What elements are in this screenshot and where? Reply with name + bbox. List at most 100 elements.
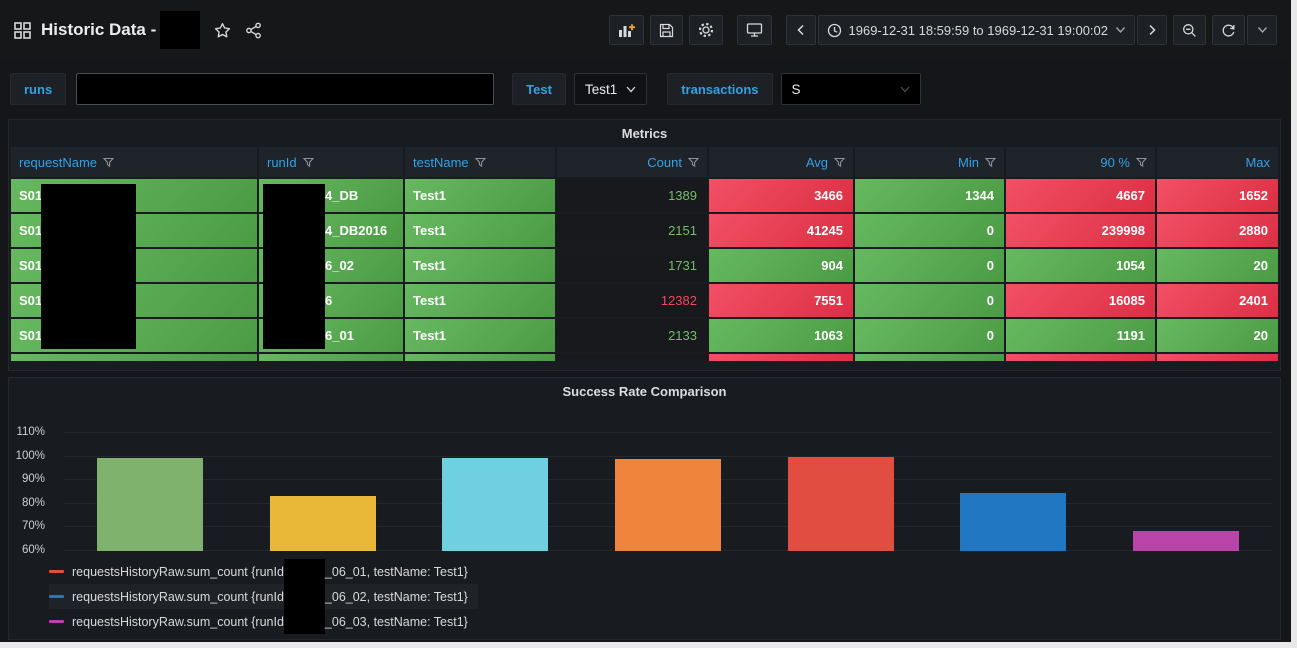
bar-series-6	[960, 493, 1066, 551]
variable-label-runs: runs	[10, 73, 67, 105]
cell-testname: Test1	[405, 214, 555, 247]
filter-icon[interactable]	[985, 157, 996, 168]
cell-max: 20	[1157, 319, 1278, 352]
refresh-interval-dropdown[interactable]	[1247, 15, 1277, 45]
save-dashboard-button[interactable]	[649, 15, 683, 45]
zoom-out-button[interactable]	[1173, 15, 1206, 45]
cell-max: 1652	[1157, 179, 1278, 212]
test-value: Test1	[584, 81, 618, 97]
cell-testname: Test1	[405, 179, 555, 212]
column-header-count[interactable]: Count	[557, 147, 707, 177]
bar-series-4	[615, 459, 721, 551]
time-range-forward-button[interactable]	[1137, 15, 1167, 45]
column-label: runId	[267, 154, 297, 170]
dashboard-grid-icon[interactable]	[14, 21, 31, 39]
column-header-runid[interactable]: runId	[259, 147, 403, 177]
cell-min: 1344	[855, 179, 1004, 212]
add-panel-button[interactable]	[608, 15, 644, 45]
legend-item[interactable]: requestsHistoryRaw.sum_count {runId _06_0…	[49, 584, 478, 609]
cell-runid	[259, 354, 403, 361]
transactions-value-select[interactable]: S	[780, 73, 921, 105]
runs-value-input[interactable]	[76, 73, 495, 105]
bar-series-2	[270, 496, 376, 551]
star-icon[interactable]	[214, 22, 231, 39]
column-label: testName	[413, 154, 469, 170]
nav-toolbar: 1969-12-31 18:59:59 to 1969-12-31 19:00:…	[608, 15, 1277, 45]
table-row: S01 6_02 Test1 1731 904 0 1054 20	[11, 249, 1278, 282]
redaction-box	[283, 559, 325, 584]
cell-testname: Test1	[405, 319, 555, 352]
refresh-button[interactable]	[1212, 15, 1245, 45]
redaction-box	[160, 11, 201, 49]
cell-avg: 41245	[709, 214, 853, 247]
column-label: Count	[647, 154, 682, 170]
bar-series-7	[1133, 531, 1239, 551]
table-row: S01 6 Test1 12382 7551 0 16085 2401	[11, 284, 1278, 317]
chevron-down-icon	[1115, 26, 1126, 34]
cell-p90: 16085	[1006, 284, 1155, 317]
panel-title[interactable]: Success Rate Comparison	[562, 384, 727, 399]
cell-max: 20	[1157, 249, 1278, 282]
transactions-value: S	[791, 81, 801, 97]
cell-max	[1157, 354, 1278, 361]
redaction-box	[283, 609, 325, 634]
column-header-requestname[interactable]: requestName	[11, 147, 257, 177]
dashboard-settings-button[interactable]	[688, 15, 723, 45]
legend-series-dash-icon	[49, 595, 64, 598]
cell-requestname	[11, 354, 257, 361]
metrics-table-body: S01 4_DB Test1 1389 3466 1344 4667 1652 S01 4_DB2…	[9, 179, 1280, 361]
filter-icon[interactable]	[302, 157, 314, 168]
legend-label: requestsHistoryRaw.sum_count {runId	[72, 614, 284, 629]
cell-min: 0	[855, 319, 1004, 352]
cell-p90	[1006, 354, 1155, 361]
legend-label: _06_02, testName: Test1}	[324, 589, 468, 604]
legend-label: _06_01, testName: Test1}	[324, 564, 468, 579]
legend-item[interactable]: requestsHistoryRaw.sum_count {runId _06_0…	[49, 559, 478, 584]
cell-min: 0	[855, 214, 1004, 247]
cell-p90: 1191	[1006, 319, 1155, 352]
column-header-min[interactable]: Min	[855, 147, 1004, 177]
legend-label: _06_03, testName: Test1}	[324, 614, 468, 629]
column-header-avg[interactable]: Avg	[709, 147, 853, 177]
clock-icon	[827, 23, 842, 38]
column-label: Avg	[805, 154, 828, 170]
filter-icon[interactable]	[688, 157, 699, 168]
y-axis-tick-label: 110%	[16, 426, 45, 438]
filter-icon[interactable]	[1136, 157, 1147, 168]
legend-item[interactable]: requestsHistoryRaw.sum_count {runId _06_0…	[49, 609, 478, 634]
table-row: S01 4_DB Test1 1389 3466 1344 4667 1652	[11, 179, 1278, 212]
filter-icon[interactable]	[103, 157, 115, 168]
bar-chart-plot	[64, 432, 1272, 551]
redaction-box	[41, 184, 136, 349]
cell-min: 0	[855, 284, 1004, 317]
cell-avg: 7551	[709, 284, 853, 317]
tv-mode-button[interactable]	[736, 15, 772, 45]
y-axis-tick-label: 60%	[21, 544, 45, 556]
column-label: Max	[1245, 154, 1270, 170]
cell-count: 12382	[557, 284, 707, 317]
time-range-picker[interactable]: 1969-12-31 18:59:59 to 1969-12-31 19:00:…	[817, 15, 1135, 45]
chevron-down-icon	[626, 86, 636, 92]
column-header-testname[interactable]: testName	[405, 147, 555, 177]
share-icon[interactable]	[245, 22, 262, 39]
column-header-max[interactable]: Max	[1157, 147, 1278, 177]
bar-series-3	[442, 458, 548, 551]
cell-testname	[405, 354, 555, 361]
y-axis-tick-label: 80%	[21, 496, 45, 509]
nav-left: Historic Data -	[14, 11, 262, 49]
cell-testname: Test1	[405, 284, 555, 317]
column-header-90-[interactable]: 90 %	[1006, 147, 1155, 177]
filter-icon[interactable]	[834, 157, 845, 168]
dashboard-title: Historic Data -	[41, 20, 157, 39]
table-header-row: requestName runId testName Count Avg Min 90 % M…	[11, 147, 1278, 177]
time-range-back-button[interactable]	[785, 15, 816, 45]
filter-icon[interactable]	[474, 157, 486, 168]
test-value-select[interactable]: Test1	[573, 73, 648, 105]
cell-avg: 3466	[709, 179, 853, 212]
cell-count: 2133	[557, 319, 707, 352]
chart-legend: requestsHistoryRaw.sum_count {runId _06_0…	[49, 559, 478, 634]
variable-label-test: Test	[512, 73, 566, 105]
table-row: S01 6_01 Test1 2133 1063 0 1191 20	[11, 319, 1278, 352]
panel-title[interactable]: Metrics	[621, 126, 668, 141]
